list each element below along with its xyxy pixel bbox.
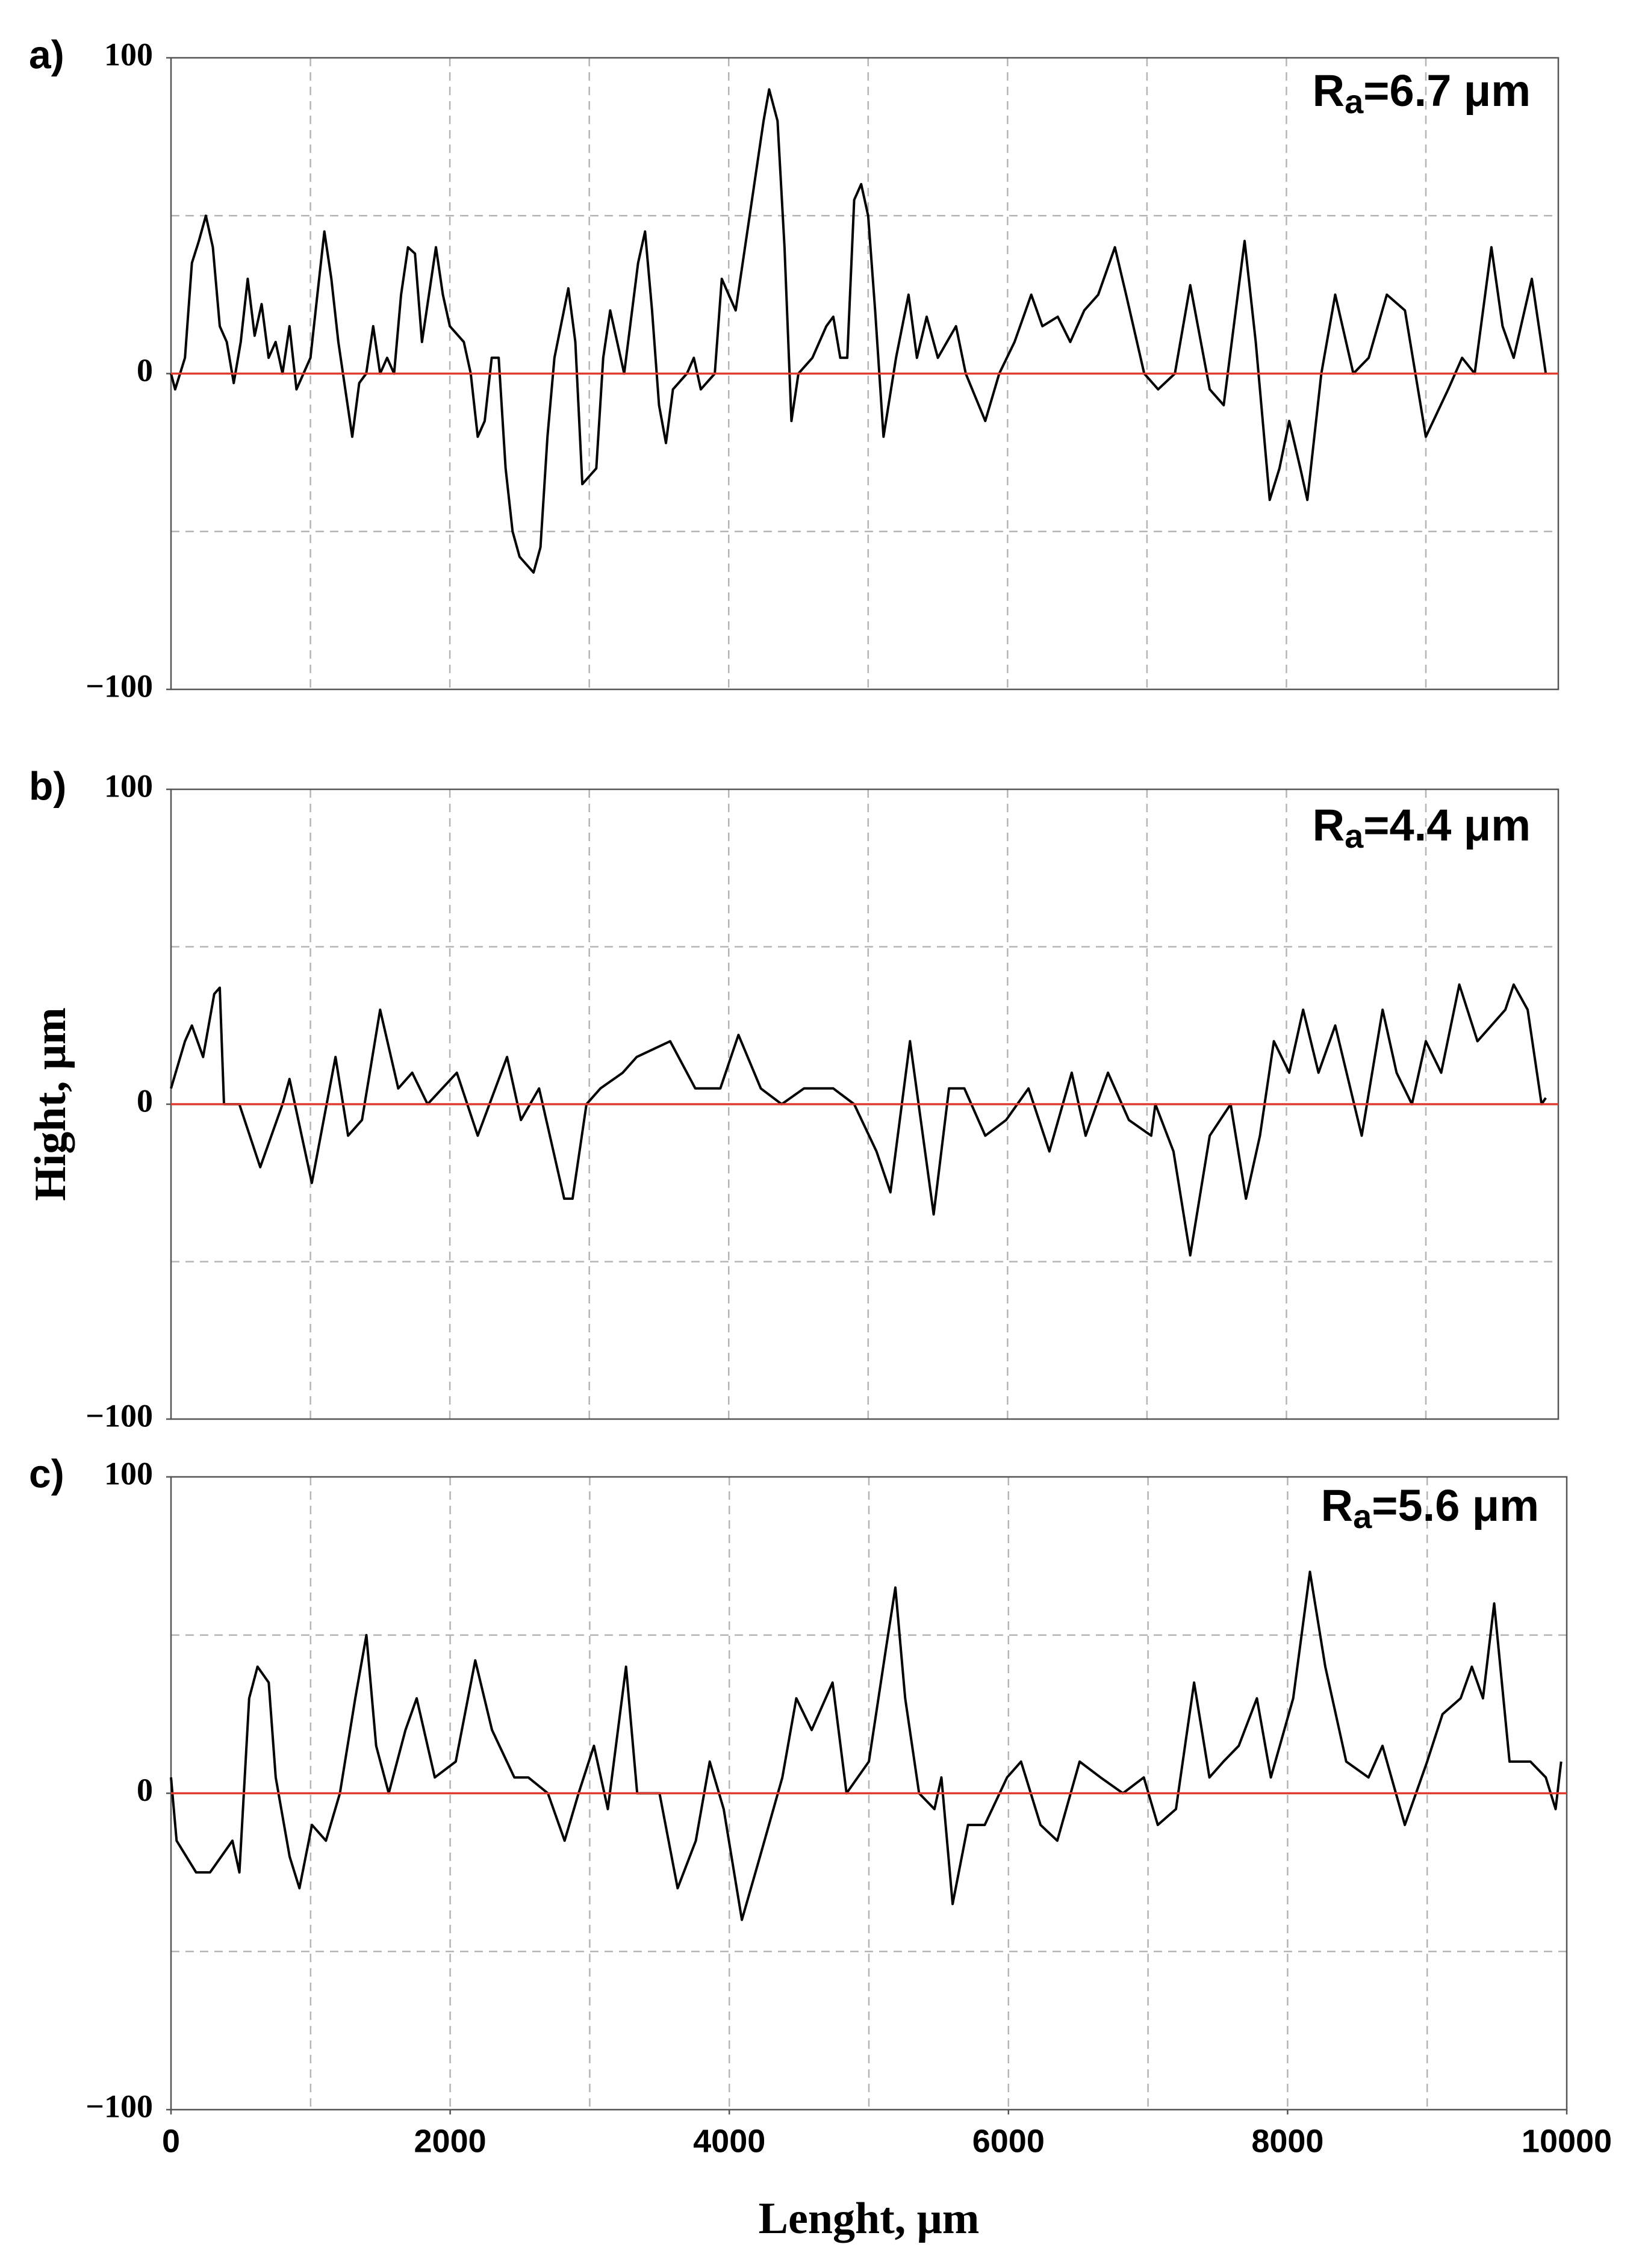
y-tick-label: −100 — [86, 2088, 153, 2124]
annotation-part: =4.4 μm — [1363, 800, 1531, 850]
annotation: Ra=4.4 μm — [1313, 800, 1531, 855]
x-axis-title: Lenght, μm — [759, 2194, 980, 2243]
y-tick-label: 0 — [137, 1772, 153, 1808]
y-tick-label: 100 — [104, 36, 153, 72]
y-tick-label: −100 — [86, 668, 153, 704]
y-axis-title: Hight, μm — [26, 1007, 75, 1201]
y-tick-label: 100 — [104, 768, 153, 804]
annotation-part: a — [1353, 1497, 1372, 1535]
x-tick-label: 0 — [162, 2123, 180, 2159]
annotation-part: R — [1313, 66, 1345, 116]
profile-line — [170, 983, 1547, 1257]
annotation-part: R — [1321, 1480, 1353, 1530]
panel-label: c) — [29, 1451, 64, 1496]
annotation: Ra=6.7 μm — [1313, 66, 1531, 120]
y-tick-label: 0 — [137, 1083, 153, 1119]
x-tick-label: 8000 — [1251, 2123, 1323, 2159]
profile-line — [170, 1570, 1563, 1921]
annotation-part: =5.6 μm — [1372, 1480, 1539, 1530]
annotation-part: a — [1345, 82, 1364, 120]
x-tick-label: 4000 — [693, 2123, 765, 2159]
panel-label: a) — [29, 32, 64, 76]
panel-label: b) — [29, 763, 66, 808]
profile-line — [170, 88, 1547, 574]
y-tick-label: 100 — [104, 1455, 153, 1491]
x-tick-label: 10000 — [1522, 2123, 1612, 2159]
annotation-part: a — [1345, 817, 1364, 855]
annotation-part: R — [1313, 800, 1345, 850]
y-tick-label: 0 — [137, 352, 153, 388]
annotation: Ra=5.6 μm — [1321, 1480, 1539, 1535]
x-tick-label: 6000 — [972, 2123, 1045, 2159]
x-tick-label: 2000 — [414, 2123, 487, 2159]
annotation-part: =6.7 μm — [1363, 66, 1531, 116]
y-tick-label: −100 — [86, 1397, 153, 1434]
